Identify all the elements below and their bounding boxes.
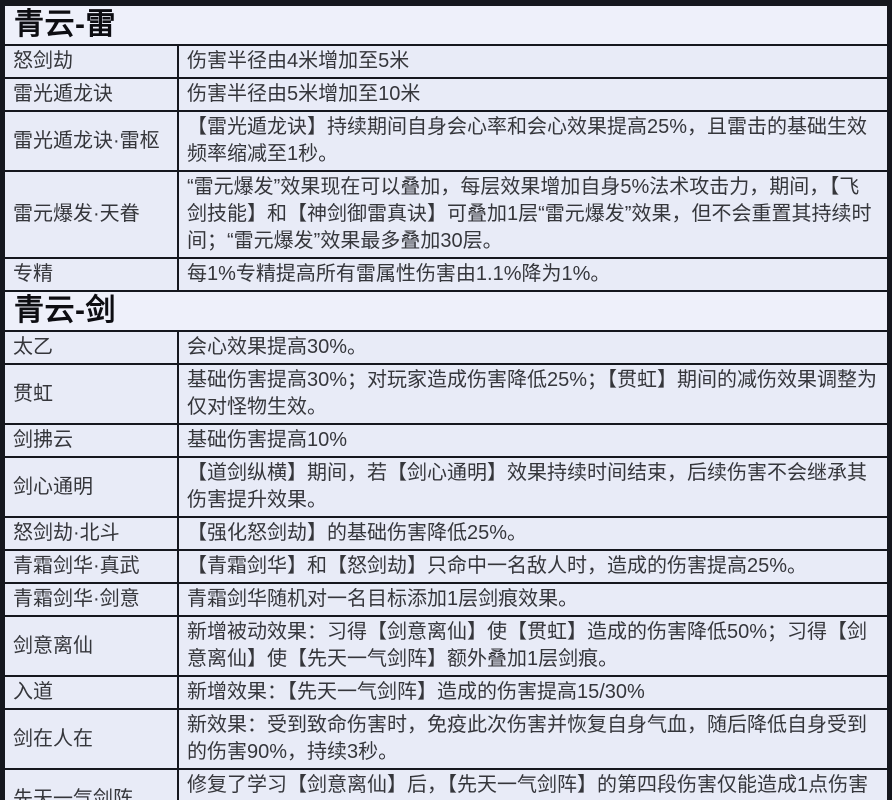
table-row: 怒剑劫·北斗 【强化怒剑劫】的基础伤害降低25%。 [5, 518, 887, 549]
skill-desc-cell: 伤害半径由4米增加至5米 [179, 46, 887, 77]
skill-name-cell: 剑拂云 [5, 425, 177, 456]
skill-name-cell: 雷光遁龙诀·雷枢 [5, 112, 177, 170]
skill-name-cell: 雷元爆发·天眷 [5, 172, 177, 257]
table-row: 怒剑劫 伤害半径由4米增加至5米 [5, 46, 887, 77]
table-row: 剑在人在 新效果：受到致命伤害时，免疫此次伤害并恢复自身气血，随后降低自身受到的伤… [5, 710, 887, 768]
skill-name-cell: 怒剑劫 [5, 46, 177, 77]
skill-desc-cell: 会心效果提高30%。 [179, 332, 887, 363]
skill-name-cell: 雷光遁龙诀 [5, 79, 177, 110]
skill-desc-cell: 【道剑纵横】期间，若【剑心通明】效果持续时间结束，后续伤害不会继承其伤害提升效果… [179, 458, 887, 516]
skill-desc-cell: 【强化怒剑劫】的基础伤害降低25%。 [179, 518, 887, 549]
skill-desc-cell: “雷元爆发”效果现在可以叠加，每层效果增加自身5%法术攻击力，期间，【飞剑技能】… [179, 172, 887, 257]
table-row: 剑意离仙 新增被动效果：习得【剑意离仙】使【贯虹】造成的伤害降低50%；习得【剑意… [5, 617, 887, 675]
section-header: 青云-雷 [5, 6, 887, 44]
section-header: 青云-剑 [5, 292, 887, 330]
skill-desc-cell: 【青霜剑华】和【怒剑劫】只命中一名敌人时，造成的伤害提高25%。 [179, 551, 887, 582]
table-row: 雷光遁龙诀·雷枢 【雷光遁龙诀】持续期间自身会心率和会心效果提高25%，且雷击的基… [5, 112, 887, 170]
table-row: 贯虹 基础伤害提高30%；对玩家造成伤害降低25%；【贯虹】期间的减伤效果调整为仅… [5, 365, 887, 423]
patch-table: 青云-雷 怒剑劫 伤害半径由4米增加至5米 雷光遁龙诀 伤害半径由5米增加至10米 雷光遁… [5, 6, 887, 800]
table-row: 专精 每1%专精提高所有雷属性伤害由1.1%降为1%。 [5, 259, 887, 290]
skill-desc-cell: 【雷光遁龙诀】持续期间自身会心率和会心效果提高25%，且雷击的基础生效频率缩减至… [179, 112, 887, 170]
table-row: 剑拂云 基础伤害提高10% [5, 425, 887, 456]
skill-desc-cell: 青霜剑华随机对一名目标添加1层剑痕效果。 [179, 584, 887, 615]
skill-desc-cell: 基础伤害提高10% [179, 425, 887, 456]
skill-desc-cell: 每1%专精提高所有雷属性伤害由1.1%降为1%。 [179, 259, 887, 290]
skill-desc-cell: 基础伤害提高30%；对玩家造成伤害降低25%；【贯虹】期间的减伤效果调整为仅对怪… [179, 365, 887, 423]
table-row: 剑心通明 【道剑纵横】期间，若【剑心通明】效果持续时间结束，后续伤害不会继承其伤害… [5, 458, 887, 516]
table-row: 入道 新增效果：【先天一气剑阵】造成的伤害提高15/30% [5, 677, 887, 708]
table-row: 雷元爆发·天眷 “雷元爆发”效果现在可以叠加，每层效果增加自身5%法术攻击力，期间… [5, 172, 887, 257]
skill-name-cell: 剑意离仙 [5, 617, 177, 675]
skill-name-cell: 入道 [5, 677, 177, 708]
skill-desc-cell: 新效果：受到致命伤害时，免疫此次伤害并恢复自身气血，随后降低自身受到的伤害90%… [179, 710, 887, 768]
skill-name-cell: 太乙 [5, 332, 177, 363]
table-row: 雷光遁龙诀 伤害半径由5米增加至10米 [5, 79, 887, 110]
skill-name-cell: 剑在人在 [5, 710, 177, 768]
skill-desc-cell: 伤害半径由5米增加至10米 [179, 79, 887, 110]
skill-name-cell: 专精 [5, 259, 177, 290]
table-row: 先天一气剑阵 修复了学习【剑意离仙】后，【先天一气剑阵】的第四段伤害仅能造成1点伤… [5, 770, 887, 800]
table-row: 太乙 会心效果提高30%。 [5, 332, 887, 363]
skill-desc-cell: 新增效果：【先天一气剑阵】造成的伤害提高15/30% [179, 677, 887, 708]
skill-name-cell: 剑心通明 [5, 458, 177, 516]
skill-name-cell: 青霜剑华·真武 [5, 551, 177, 582]
skill-name-cell: 先天一气剑阵 [5, 770, 177, 800]
skill-desc-cell: 修复了学习【剑意离仙】后，【先天一气剑阵】的第四段伤害仅能造成1点伤害的问题。 [179, 770, 887, 800]
table-row: 青霜剑华·剑意 青霜剑华随机对一名目标添加1层剑痕效果。 [5, 584, 887, 615]
skill-name-cell: 青霜剑华·剑意 [5, 584, 177, 615]
skill-desc-cell: 新增被动效果：习得【剑意离仙】使【贯虹】造成的伤害降低50%；习得【剑意离仙】使… [179, 617, 887, 675]
skill-name-cell: 怒剑劫·北斗 [5, 518, 177, 549]
skill-name-cell: 贯虹 [5, 365, 177, 423]
table-row: 青霜剑华·真武 【青霜剑华】和【怒剑劫】只命中一名敌人时，造成的伤害提高25%。 [5, 551, 887, 582]
